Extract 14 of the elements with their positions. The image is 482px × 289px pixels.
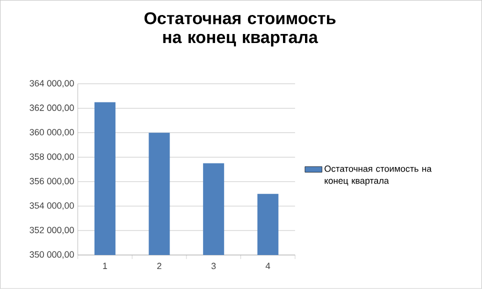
y-tick-label: 364 000,00 [30, 80, 74, 88]
y-tick-label: 350 000,00 [30, 251, 74, 259]
y-tick-label: 362 000,00 [30, 104, 74, 112]
x-tick-label: 2 [157, 262, 162, 270]
y-tick-label: 360 000,00 [30, 129, 74, 137]
chart-title: Остаточная стоимость на конец квартала [144, 12, 336, 47]
y-tick-label: 354 000,00 [30, 202, 74, 210]
x-tick-label: 4 [266, 262, 270, 270]
y-tick-label: 358 000,00 [30, 154, 74, 162]
y-tick-label: 352 000,00 [30, 226, 74, 234]
legend-label: Остаточная стоимость на конец квартала [324, 166, 432, 186]
y-tick-label: 356 000,00 [30, 178, 74, 186]
x-tick-label: 3 [211, 262, 216, 270]
x-tick-label: 1 [103, 262, 108, 270]
